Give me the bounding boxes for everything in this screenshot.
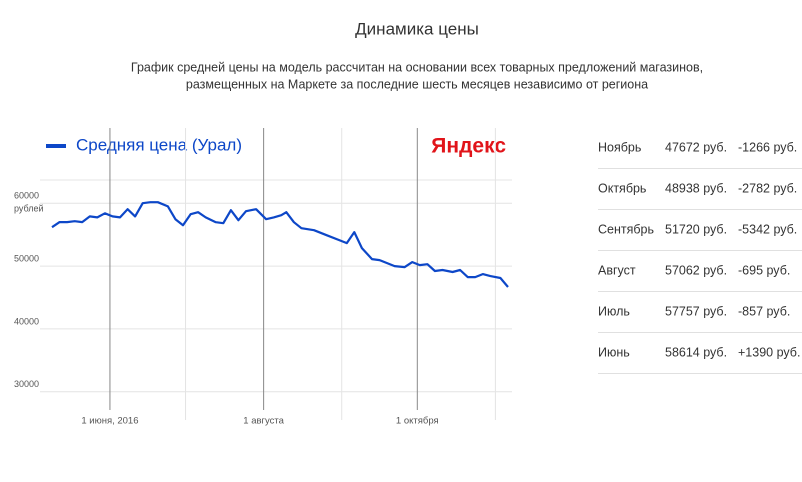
table-cell: -5342 руб. [738,222,797,236]
y-axis-label: рублей [14,203,44,213]
y-tick-label: 60000 [14,191,39,201]
y-tick-label: 40000 [14,316,39,326]
table-cell: Сентябрь [598,222,654,236]
y-tick-label: 30000 [14,379,39,389]
table-cell: -2782 руб. [738,181,797,195]
table-cell: Июль [598,304,630,318]
table-cell: 47672 руб. [665,140,727,154]
table-cell: Июнь [598,345,630,359]
table-cell: Октябрь [598,181,646,195]
table-cell: -1266 руб. [738,140,797,154]
chart-title: Динамика цены [355,19,479,38]
table-cell: Ноябрь [598,140,641,154]
price-line [51,201,509,288]
subtitle: График средней цены на модель рассчитан … [131,60,703,74]
brand-logo: Яндекс [431,135,506,158]
table-cell: 48938 руб. [665,181,727,195]
table-cell: -857 руб. [738,304,790,318]
y-tick-label: 50000 [14,253,39,263]
table-cell: 58614 руб. [665,345,727,359]
table-cell: -695 руб. [738,263,790,277]
x-tick-label: 1 августа [243,416,284,427]
table-cell: Август [598,263,636,277]
subtitle: размещенных на Маркете за последние шест… [186,77,648,91]
x-tick-label: 1 июня, 2016 [81,416,138,427]
x-tick-label: 1 октября [396,416,439,427]
table-cell: 57062 руб. [665,263,727,277]
table-cell: 51720 руб. [665,222,727,236]
legend-label: Средняя цена (Урал) [76,135,242,154]
table-cell: 57757 руб. [665,304,727,318]
table-cell: +1390 руб. [738,345,800,359]
